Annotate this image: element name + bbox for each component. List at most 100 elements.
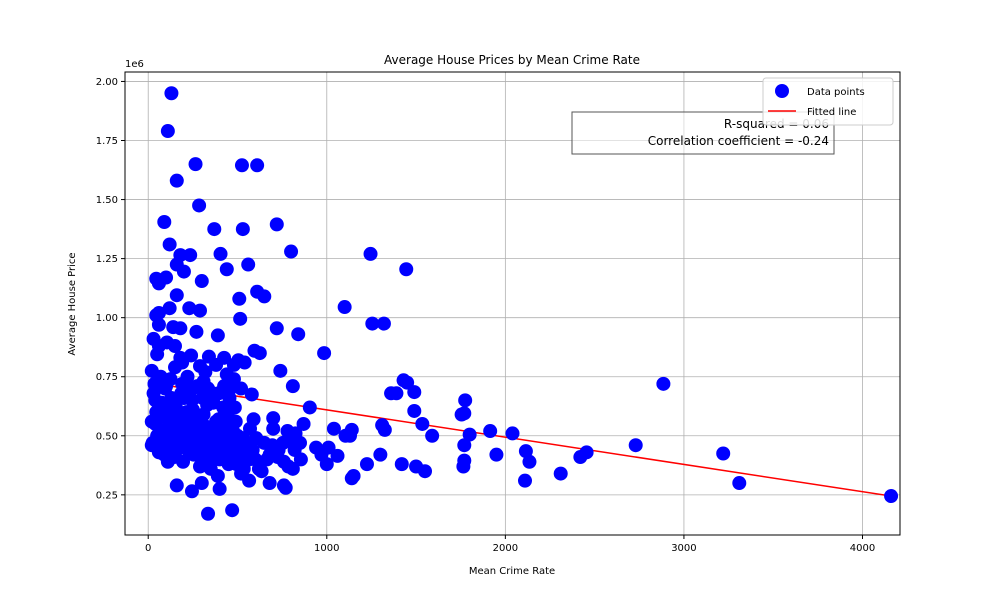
data-point: [281, 459, 296, 474]
data-point: [219, 262, 234, 277]
data-point: [163, 372, 178, 387]
data-point: [157, 215, 172, 230]
data-point: [302, 400, 317, 415]
correlation-text: Correlation coefficient = -0.24: [648, 134, 829, 148]
data-point: [359, 457, 374, 472]
data-point: [276, 435, 291, 450]
data-point: [245, 442, 260, 457]
legend-frame: [762, 77, 894, 126]
data-point: [219, 367, 234, 382]
data-point: [399, 262, 414, 277]
data-point: [173, 350, 188, 365]
data-point: [389, 386, 404, 401]
data-point: [192, 198, 207, 213]
x-tick-label: 2000: [493, 543, 518, 554]
x-tick-label: 0: [145, 543, 151, 554]
data-point: [237, 355, 252, 370]
data-point: [188, 157, 203, 172]
fitted-line-layer: [148, 381, 892, 497]
data-point: [269, 321, 284, 336]
y-axis-label: Average House Price: [67, 252, 78, 355]
y-tick-label: 0.75: [96, 372, 118, 383]
data-point: [394, 457, 409, 472]
data-point: [153, 405, 168, 420]
data-point: [176, 390, 191, 405]
data-point: [376, 316, 391, 331]
data-point: [166, 409, 181, 424]
x-tick-label: 1000: [314, 543, 339, 554]
y-tick-label: 0.25: [96, 490, 118, 501]
data-point: [418, 464, 432, 479]
data-point: [326, 421, 341, 436]
data-point: [732, 476, 747, 491]
data-point: [189, 324, 204, 339]
data-point: [168, 339, 182, 354]
x-tick-label: 4000: [850, 543, 875, 554]
data-point: [234, 158, 249, 173]
data-point: [169, 173, 184, 188]
data-point: [147, 376, 162, 391]
data-point: [293, 452, 308, 467]
data-point: [217, 379, 232, 394]
data-point: [407, 403, 422, 418]
data-point: [250, 158, 265, 173]
data-point: [270, 450, 285, 465]
data-point: [144, 414, 159, 429]
data-point: [234, 381, 249, 396]
data-points-layer: [144, 86, 899, 521]
data-point: [241, 257, 256, 272]
y-tick-label: 1.50: [96, 195, 118, 206]
data-point: [262, 476, 277, 491]
data-point: [266, 411, 281, 426]
data-point: [244, 387, 259, 402]
data-point: [205, 386, 220, 401]
data-point: [257, 289, 272, 304]
data-point: [628, 438, 643, 453]
data-point: [176, 264, 191, 279]
data-point: [187, 409, 202, 424]
data-point: [415, 416, 430, 431]
data-point: [183, 248, 198, 263]
data-point: [233, 311, 248, 326]
legend-label-data-points: Data points: [807, 87, 865, 98]
data-point: [216, 400, 231, 415]
data-point: [457, 438, 472, 453]
data-point: [225, 503, 240, 518]
data-point: [150, 347, 165, 362]
data-point: [194, 274, 209, 289]
data-point: [266, 421, 281, 436]
data-point: [157, 438, 172, 453]
data-point: [254, 464, 269, 479]
data-point: [656, 376, 671, 391]
chart-title: Average House Prices by Mean Crime Rate: [384, 53, 640, 67]
data-point: [226, 445, 241, 460]
data-point: [194, 476, 209, 491]
data-point: [205, 428, 220, 443]
data-point: [716, 446, 731, 461]
data-point: [166, 320, 181, 335]
data-point: [180, 369, 195, 384]
data-point: [230, 428, 245, 443]
data-point: [373, 447, 388, 462]
y-tick-label: 1.25: [96, 254, 118, 265]
legend: Data points Fitted line: [762, 77, 894, 126]
data-point: [518, 444, 533, 459]
data-point: [242, 473, 257, 488]
x-axis-label: Mean Crime Rate: [469, 566, 555, 577]
data-point: [317, 346, 332, 361]
data-point: [249, 431, 264, 446]
data-point: [377, 422, 392, 437]
data-point: [458, 393, 473, 408]
data-point: [209, 357, 224, 372]
data-point: [196, 374, 211, 389]
data-point: [184, 348, 199, 363]
legend-label-fitted-line: Fitted line: [807, 107, 856, 118]
data-point: [162, 301, 177, 316]
data-point: [344, 471, 359, 486]
data-point: [338, 428, 353, 443]
data-point: [278, 480, 293, 495]
data-point: [454, 407, 469, 422]
y-tick-label: 1.00: [96, 313, 118, 324]
data-point: [194, 440, 209, 455]
data-point: [365, 316, 380, 331]
